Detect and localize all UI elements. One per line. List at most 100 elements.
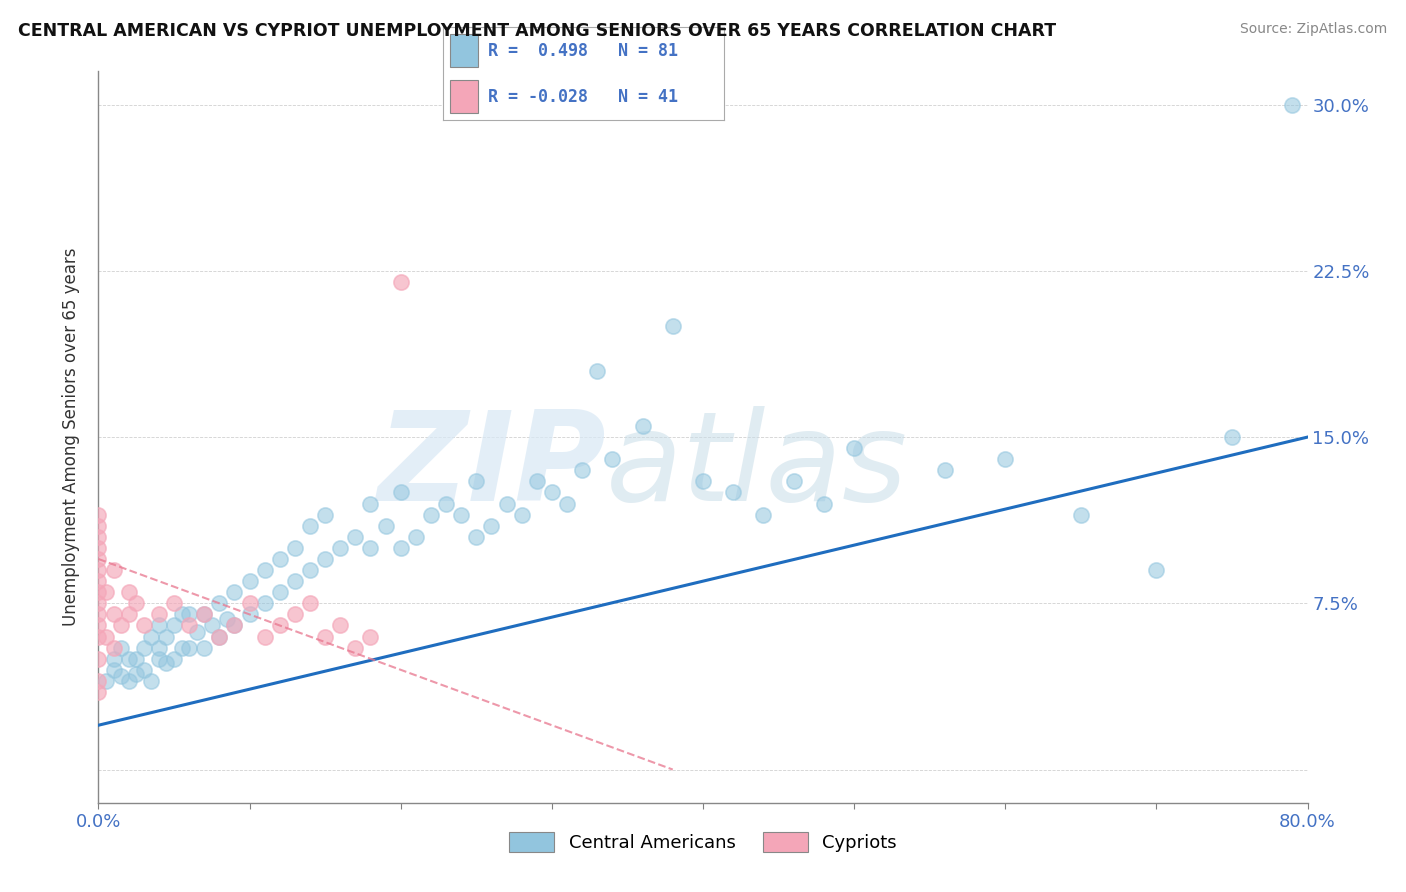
Point [299,596,322,610]
Point [239,574,262,589]
Point [87,618,110,632]
Point [314,630,336,644]
Point [87,552,110,566]
Point [405,530,427,544]
Point [465,530,488,544]
Point [215,612,238,626]
Point [389,485,412,500]
Point [118,673,141,688]
Point [994,452,1017,467]
Point [163,596,186,610]
Point [420,508,443,522]
Point [723,485,745,500]
Point [163,618,186,632]
Point [118,607,141,622]
Point [239,596,262,610]
Point [87,530,110,544]
Point [253,630,276,644]
Point [1144,563,1167,577]
Point [269,552,291,566]
Point [94,630,117,644]
Point [141,630,163,644]
Point [661,319,683,334]
Point [87,563,110,577]
Point [813,497,835,511]
Point [87,596,110,610]
Point [94,673,117,688]
Point [132,663,155,677]
Point [118,651,141,665]
Point [510,508,533,522]
Text: Source: ZipAtlas.com: Source: ZipAtlas.com [1240,22,1388,37]
Point [201,618,224,632]
Point [94,585,117,599]
Point [163,651,186,665]
Point [179,640,201,655]
Point [87,518,110,533]
Point [155,630,177,644]
Text: R =  0.498   N = 81: R = 0.498 N = 81 [488,42,678,60]
Point [540,485,562,500]
Point [389,541,412,555]
Point [110,669,132,683]
Point [586,363,609,377]
Point [148,640,170,655]
Text: R = -0.028   N = 41: R = -0.028 N = 41 [488,87,678,105]
Point [239,607,262,622]
Point [374,518,396,533]
Point [148,618,170,632]
Point [87,685,110,699]
Point [752,508,775,522]
Point [103,651,125,665]
Point [224,618,246,632]
Point [170,640,193,655]
Point [103,607,125,622]
Point [148,607,170,622]
Point [148,651,170,665]
Point [1281,97,1303,112]
Point [631,419,654,434]
Point [389,275,412,289]
Point [481,518,503,533]
Point [253,596,276,610]
Point [87,574,110,589]
Point [125,596,148,610]
Bar [450,34,478,67]
Point [344,530,367,544]
Point [193,640,215,655]
Point [299,563,322,577]
Point [329,541,352,555]
Point [118,585,141,599]
Point [110,640,132,655]
Point [87,630,110,644]
Point [87,585,110,599]
Point [329,618,352,632]
Point [692,475,714,489]
Point [360,541,382,555]
Point [783,475,806,489]
Point [155,656,177,670]
Point [526,475,548,489]
Point [110,618,132,632]
Point [193,607,215,622]
Point [1220,430,1243,444]
Point [284,541,307,555]
Point [186,625,208,640]
Point [299,518,322,533]
Point [602,452,624,467]
Point [87,508,110,522]
Point [360,497,382,511]
Point [555,497,578,511]
Point [253,563,276,577]
Point [132,618,155,632]
Point [87,541,110,555]
Point [208,630,231,644]
Point [934,463,956,477]
Legend: Central Americans, Cypriots: Central Americans, Cypriots [502,824,904,860]
Point [284,574,307,589]
Point [179,607,201,622]
Point [125,667,148,681]
Point [208,596,231,610]
Point [87,607,110,622]
Text: CENTRAL AMERICAN VS CYPRIOT UNEMPLOYMENT AMONG SENIORS OVER 65 YEARS CORRELATION: CENTRAL AMERICAN VS CYPRIOT UNEMPLOYMENT… [18,22,1056,40]
